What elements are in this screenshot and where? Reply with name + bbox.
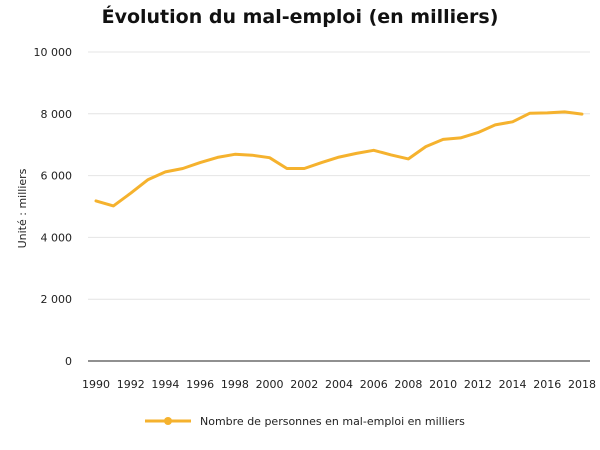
legend-label: Nombre de personnes en mal-emploi en mil… [200,415,465,428]
x-tick-label: 2006 [360,378,388,391]
series-layer [94,110,584,208]
legend: Nombre de personnes en mal-emploi en mil… [145,415,465,428]
x-tick-label: 2000 [256,378,284,391]
x-tick-label: 1992 [117,378,145,391]
x-tick-label: 2014 [499,378,527,391]
x-tick-label: 1998 [221,378,249,391]
series-line [94,110,584,208]
y-tick-label: 4 000 [41,231,73,244]
x-tick-label: 1990 [82,378,110,391]
x-tick-label: 2008 [394,378,422,391]
y-tick-label: 2 000 [41,293,73,306]
y-tick-label: 0 [65,355,72,368]
chart-title: Évolution du mal-emploi (en milliers) [101,6,499,28]
x-tick-label: 2018 [568,378,596,391]
x-tick-label: 2004 [325,378,353,391]
y-tick-label: 10 000 [34,46,73,59]
x-tick-label: 1994 [151,378,179,391]
y-tick-label: 6 000 [41,170,73,183]
x-tick-label: 2016 [533,378,561,391]
y-axis-label: Unité : milliers [16,168,29,248]
x-tick-label: 1996 [186,378,214,391]
x-tick-label: 2002 [290,378,318,391]
x-tick-label: 2012 [464,378,492,391]
y-tick-label: 8 000 [41,108,73,121]
axes: 0 2 000 4 000 6 000 8 000 10 000 1990 1992 1994 1… [16,46,596,391]
gridlines [88,51,590,300]
legend-marker [164,417,172,425]
x-tick-label: 2010 [429,378,457,391]
